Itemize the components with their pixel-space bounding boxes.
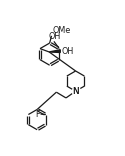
Text: F: F — [36, 110, 40, 119]
Text: N: N — [72, 87, 79, 96]
Text: OMe: OMe — [52, 27, 70, 35]
Text: N: N — [72, 87, 79, 96]
Text: OH: OH — [48, 32, 60, 41]
Polygon shape — [49, 50, 60, 52]
Text: OH: OH — [61, 46, 74, 56]
